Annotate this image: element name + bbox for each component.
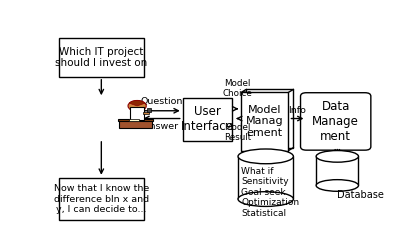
Text: Answer: Answer	[144, 122, 179, 131]
Ellipse shape	[238, 149, 294, 164]
Text: Model
Choice: Model Choice	[223, 79, 252, 98]
Bar	[119, 121, 152, 128]
Ellipse shape	[238, 192, 294, 206]
Text: Info: Info	[289, 106, 306, 115]
Bar	[238, 156, 294, 199]
Text: What if
Sensitivity
Goal seek
Optimization
Statistical: What if Sensitivity Goal seek Optimizati…	[241, 167, 299, 218]
Text: Which IT project
should I invest on: Which IT project should I invest on	[55, 47, 147, 68]
Ellipse shape	[316, 180, 359, 191]
Text: Now that I know the
difference bln x and
y, I can decide to...: Now that I know the difference bln x and…	[54, 184, 149, 214]
FancyBboxPatch shape	[183, 98, 231, 141]
Wedge shape	[129, 101, 145, 106]
Text: Data
Manage
ment: Data Manage ment	[312, 100, 359, 143]
FancyBboxPatch shape	[59, 38, 144, 77]
Circle shape	[128, 101, 146, 111]
Bar	[118, 119, 153, 121]
Bar	[316, 156, 359, 185]
FancyBboxPatch shape	[301, 93, 371, 150]
FancyBboxPatch shape	[241, 92, 289, 150]
FancyBboxPatch shape	[246, 89, 294, 148]
Text: Model
Manag
ement: Model Manag ement	[246, 105, 284, 138]
Text: Question: Question	[140, 97, 183, 106]
FancyBboxPatch shape	[59, 178, 144, 220]
Ellipse shape	[316, 150, 359, 162]
FancyBboxPatch shape	[143, 112, 150, 114]
Text: User
Interface: User Interface	[181, 106, 234, 134]
FancyBboxPatch shape	[130, 107, 144, 120]
Text: Database: Database	[337, 190, 384, 200]
Text: Model
Result: Model Result	[224, 123, 251, 142]
FancyBboxPatch shape	[147, 108, 151, 112]
Bar	[129, 119, 139, 121]
